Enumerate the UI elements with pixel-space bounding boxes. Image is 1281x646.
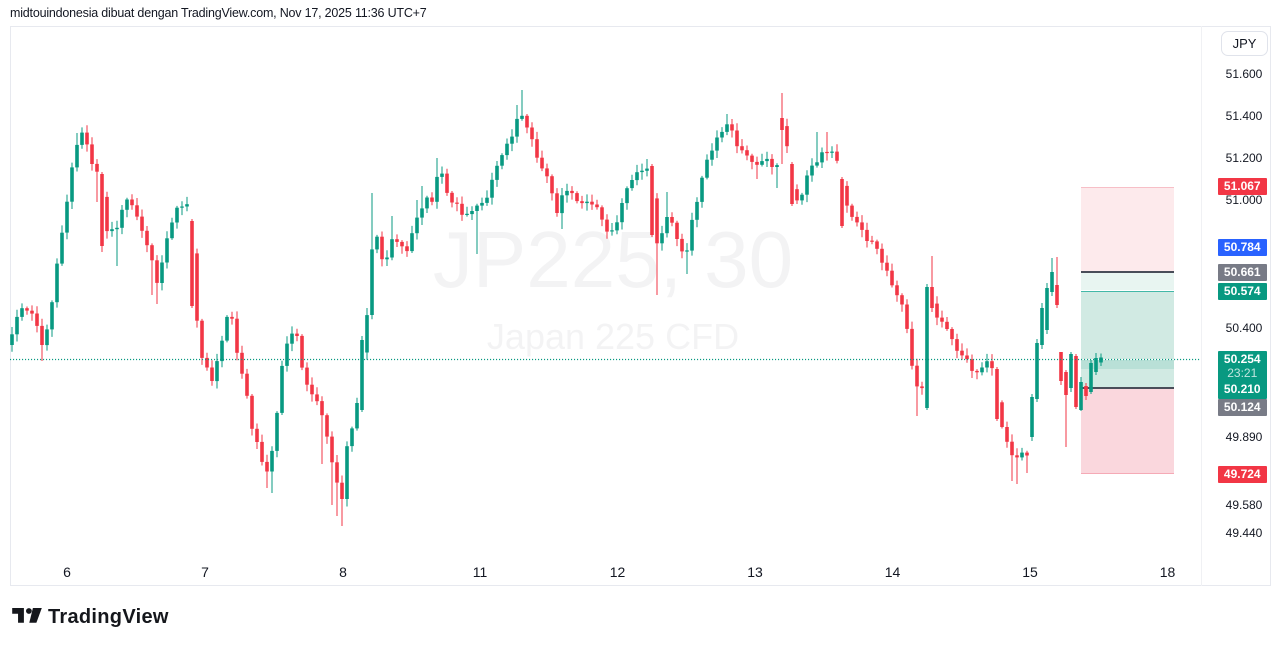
svg-text:TradingView: TradingView bbox=[48, 606, 169, 628]
